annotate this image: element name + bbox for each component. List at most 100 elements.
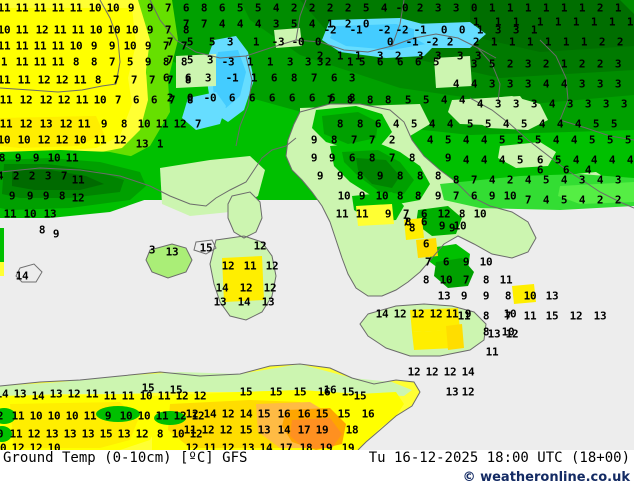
grid-temperature-value: 5 — [186, 53, 194, 67]
grid-temperature-value: 10 — [337, 189, 351, 203]
grid-temperature-value: 8 — [404, 215, 412, 229]
grid-temperature-value: 13 — [257, 423, 271, 437]
grid-temperature-value: 6 — [420, 215, 428, 229]
grid-temperature-value: 7 — [350, 133, 358, 147]
grid-temperature-value: 12 — [443, 365, 457, 379]
grid-temperature-value: 4 — [236, 17, 244, 31]
grid-temperature-value: 15 — [239, 423, 253, 437]
field-yellow-sardinia — [222, 256, 264, 302]
grid-temperature-value: 6 — [422, 237, 430, 251]
grid-temperature-value: 8 — [414, 189, 422, 203]
grid-temperature-value: 4 — [552, 133, 560, 147]
grid-temperature-value: -1 — [349, 23, 363, 37]
field-yellow-sicily-s — [412, 330, 454, 350]
grid-temperature-value: 10 — [137, 409, 151, 423]
map-raster — [0, 0, 634, 450]
grid-temperature-value: 15 — [99, 427, 113, 441]
grid-temperature-value: 11 — [65, 151, 79, 165]
grid-temperature-value: 11 — [15, 1, 29, 15]
grid-temperature-value: 9 — [90, 39, 98, 53]
grid-temperature-value: 5 — [484, 117, 492, 131]
grid-temperature-value: 9 — [384, 207, 392, 221]
grid-temperature-value: -0 — [203, 91, 217, 105]
grid-temperature-value: 2 — [326, 1, 334, 15]
grid-temperature-value: 11 — [243, 259, 257, 273]
grid-temperature-value: 6 — [536, 163, 544, 177]
grid-temperature-value: 4 — [560, 77, 568, 91]
grid-temperature-value: 8 — [356, 117, 364, 131]
temperature-map[interactable]: 11 11 11 11 11 10 10 9 9 7 6 8 6 5 5 4 2 2 2 2 5 4 -0 2 3 3 0 1 1 1 1 1… — [0, 0, 634, 450]
grid-temperature-value: 3 — [524, 77, 532, 91]
grid-temperature-value: 6 — [536, 153, 544, 167]
grid-temperature-value: 3 — [494, 97, 502, 111]
field-palegreen-patch-c — [274, 28, 302, 48]
grid-temperature-value: 7 — [162, 39, 170, 53]
grid-temperature-value: 7 — [504, 309, 512, 323]
grid-temperature-value: 9 — [488, 189, 496, 203]
grid-temperature-value: 6 — [308, 91, 316, 105]
grid-temperature-value: 7 — [114, 93, 122, 107]
grid-temperature-value: 4 — [380, 1, 388, 15]
map-footer: Ground Temp (0-10cm) [ºC] GFS Tu 16-12-2… — [0, 450, 634, 490]
grid-temperature-value: -0 — [291, 35, 305, 49]
grid-temperature-value: 19 — [315, 423, 329, 437]
grid-temperature-value: 9 — [310, 133, 318, 147]
grid-temperature-value: 11 — [0, 39, 11, 53]
grid-temperature-value: 4 — [426, 133, 434, 147]
grid-temperature-value: 15 — [269, 385, 283, 399]
grid-temperature-value: 3 — [512, 23, 520, 37]
grid-temperature-value: 8 — [482, 309, 490, 323]
grid-temperature-value: 10 — [69, 39, 83, 53]
grid-temperature-value: -1 — [225, 71, 239, 85]
grid-temperature-value: 2 — [344, 1, 352, 15]
grid-temperature-value: 14 — [239, 407, 253, 421]
grid-temperature-value: 8 — [408, 221, 416, 235]
grid-temperature-value: 5 — [534, 133, 542, 147]
grid-temperature-value: 16 — [323, 383, 337, 397]
grid-temperature-value: 11 — [203, 441, 217, 451]
grid-temperature-value: 11 — [121, 389, 135, 403]
grid-temperature-value: 15 — [545, 309, 559, 323]
field-palegreen-patch-a — [176, 54, 216, 88]
grid-temperature-value: 11 — [0, 93, 13, 107]
grid-temperature-value: 9 — [42, 189, 50, 203]
grid-temperature-value: 1 — [252, 35, 260, 49]
grid-temperature-value: 10 — [503, 307, 517, 321]
grid-temperature-value: 12 — [185, 407, 199, 421]
grid-temperature-value: 12 — [411, 307, 425, 321]
grid-temperature-value: 13 — [545, 289, 559, 303]
grid-temperature-value: 4 — [428, 117, 436, 131]
grid-temperature-value: 11 — [53, 23, 67, 37]
grid-temperature-value: 8 — [422, 273, 430, 287]
grid-temperature-value: 9 — [328, 151, 336, 165]
grid-temperature-value: 4 — [462, 133, 470, 147]
grid-temperature-value: 5 — [542, 173, 550, 187]
grid-temperature-value: 2 — [598, 35, 606, 49]
grid-temperature-value: 3 — [376, 49, 384, 63]
field-green-basilicata — [416, 206, 462, 236]
grid-temperature-value: 4 — [560, 173, 568, 187]
grid-temperature-value: 6 — [268, 91, 276, 105]
grid-temperature-value: 6 — [348, 151, 356, 165]
grid-temperature-value: 8 — [182, 23, 190, 37]
grid-temperature-value: 11 — [51, 55, 65, 69]
grid-temperature-value: -3 — [221, 55, 235, 69]
grid-temperature-value: 6 — [420, 207, 428, 221]
grid-temperature-value: 5 — [588, 133, 596, 147]
grid-temperature-value: -3 — [271, 35, 285, 49]
grid-temperature-value: 3 — [434, 49, 442, 63]
grid-temperature-value: 11 — [93, 133, 107, 147]
page-title: Ground Temp (0-10cm) [ºC] GFS — [3, 450, 248, 466]
grid-temperature-value: 7 — [166, 53, 174, 67]
field-cyan-alps-far-east — [414, 22, 486, 48]
grid-temperature-value: -0 — [395, 1, 409, 15]
grid-temperature-value: 8 — [368, 151, 376, 165]
grid-temperature-value: 3 — [148, 243, 156, 257]
field-green-spot-b — [154, 411, 186, 425]
grid-temperature-value: 3 — [566, 97, 574, 111]
grid-temperature-value: 11 — [71, 23, 85, 37]
grid-temperature-value: 11 — [51, 1, 65, 15]
grid-temperature-value: 9 — [108, 39, 116, 53]
grid-temperature-value: 12 — [219, 423, 233, 437]
grid-temperature-value: 12 — [39, 93, 53, 107]
